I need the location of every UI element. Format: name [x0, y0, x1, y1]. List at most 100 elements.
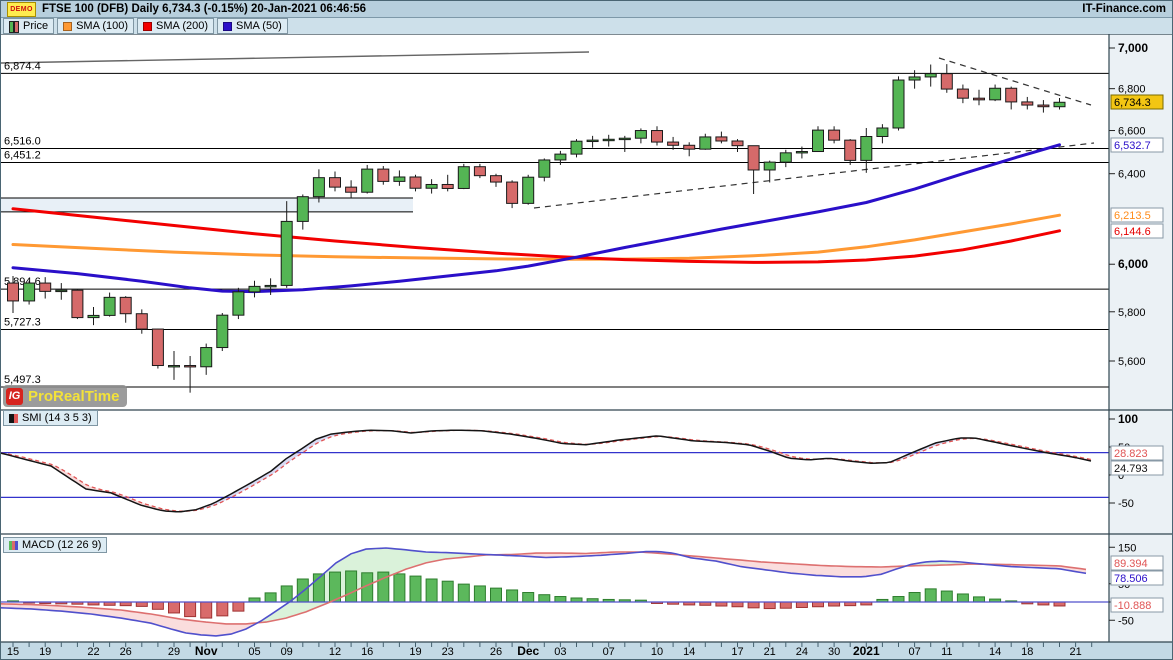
smi-value-box: [1110, 460, 1164, 476]
macd-fill: [171, 617, 176, 631]
prorealtime-logo-text: ProRealTime: [28, 387, 120, 405]
candle-body: [361, 168, 374, 193]
macd-fill: [411, 550, 416, 568]
macd-fill: [91, 607, 96, 615]
macd-fill: [51, 605, 56, 611]
macd-fill: [826, 565, 831, 577]
price-value: 6,532.7: [1114, 140, 1151, 152]
smi-fill: [311, 439, 316, 448]
candle-body: [345, 186, 358, 193]
macd-fill: [1, 603, 6, 609]
price-legend-chip[interactable]: Price: [3, 18, 55, 34]
candle-body: [393, 176, 406, 182]
candle-body: [7, 282, 19, 302]
time-label: 16: [361, 646, 373, 658]
macd-fill: [776, 562, 781, 572]
smi-legend-label: SMI (14 3 5 3): [22, 412, 92, 424]
brand-link[interactable]: IT-Finance.com: [1082, 3, 1166, 15]
candle-body: [39, 282, 52, 292]
smi-tick-label: 0: [1118, 470, 1124, 482]
time-label: 15: [7, 646, 19, 658]
time-label: 24: [796, 646, 808, 658]
candle-body: [731, 140, 744, 147]
macd-fill: [416, 550, 421, 567]
smi-fill: [271, 466, 276, 476]
macd-histogram-bar: [248, 597, 261, 603]
macd-fill: [761, 561, 766, 570]
candle-body: [119, 296, 132, 315]
macd-histogram-bar: [924, 588, 937, 603]
candle-body: [892, 79, 905, 129]
macd-fill: [96, 608, 101, 616]
level-label: 6,516.0: [4, 136, 41, 148]
smi-fill: [261, 474, 266, 481]
macd-histogram-bar: [264, 592, 277, 603]
macd-fill: [541, 553, 546, 558]
smi-fill: [291, 452, 296, 461]
macd-histogram-bar: [828, 601, 841, 607]
macd-histogram-bar: [216, 601, 229, 617]
macd-fill: [741, 560, 746, 568]
time-label: 29: [168, 646, 180, 658]
macd-fill: [56, 605, 61, 612]
macd-legend-label: MACD (12 26 9): [22, 539, 102, 551]
candle-body: [457, 166, 470, 189]
price-value-box: [1110, 223, 1164, 239]
macd-histogram-bar: [715, 601, 728, 607]
smi-value: 24.793: [1114, 463, 1148, 475]
macd-fill: [36, 604, 41, 610]
price-tick-label: 6,400: [1118, 169, 1146, 181]
macd-histogram-bar: [425, 578, 438, 603]
macd-histogram-bar: [457, 583, 470, 603]
candle-body: [296, 196, 309, 222]
macd-fill: [441, 552, 446, 560]
macd-fill: [806, 564, 811, 575]
time-label: 03: [554, 646, 566, 658]
macd-histogram-bar: [763, 601, 776, 610]
sma100-swatch-icon: [63, 21, 73, 31]
macd-fill: [151, 614, 156, 625]
smi-legend-chip[interactable]: SMI (14 3 5 3): [3, 410, 98, 426]
candle-body: [506, 181, 519, 204]
candle-body: [956, 88, 969, 99]
macd-fill: [851, 566, 856, 577]
macd-fill: [846, 566, 851, 577]
macd-value-box: [1110, 555, 1164, 571]
macd-fill: [386, 547, 391, 578]
axis-gutter: [1109, 34, 1172, 642]
macd-fill: [341, 556, 346, 598]
time-label: 23: [442, 646, 454, 658]
macd-legend-chip[interactable]: MACD (12 26 9): [3, 537, 108, 553]
macd-value: 78.506: [1114, 573, 1148, 585]
sma200-legend-chip[interactable]: SMA (200): [137, 18, 214, 34]
macd-fill: [106, 608, 111, 617]
candle-body: [634, 130, 647, 139]
macd-histogram-bar: [135, 601, 148, 607]
price-tick-label: 6,600: [1118, 126, 1146, 138]
smi-fill: [236, 488, 241, 495]
time-label: 07: [603, 646, 615, 658]
time-label: 14: [989, 646, 1001, 658]
macd-fill: [836, 566, 841, 577]
smi-fill: [281, 458, 286, 468]
macd-histogram-bar: [538, 594, 551, 603]
time-label: 18: [1021, 646, 1033, 658]
macd-histogram-bar: [280, 585, 293, 603]
macd-fill: [26, 604, 31, 609]
candle-body: [860, 135, 873, 161]
macd-histogram-bar: [956, 593, 969, 603]
macd-histogram-bar: [554, 596, 567, 603]
macd-fill: [146, 613, 151, 624]
macd-fill: [181, 619, 186, 634]
macd-fill: [141, 612, 146, 623]
smi-fill: [61, 468, 66, 476]
price-tick-label: 6,800: [1118, 84, 1146, 96]
sma50-legend-chip[interactable]: SMA (50): [217, 18, 288, 34]
candle-body: [490, 175, 502, 183]
macd-histogram-bar: [151, 601, 164, 610]
candle-body: [522, 176, 535, 204]
macd-histogram-bar: [200, 601, 213, 619]
macd-value-box: [1110, 597, 1164, 613]
sma100-legend-chip[interactable]: SMA (100): [57, 18, 135, 34]
